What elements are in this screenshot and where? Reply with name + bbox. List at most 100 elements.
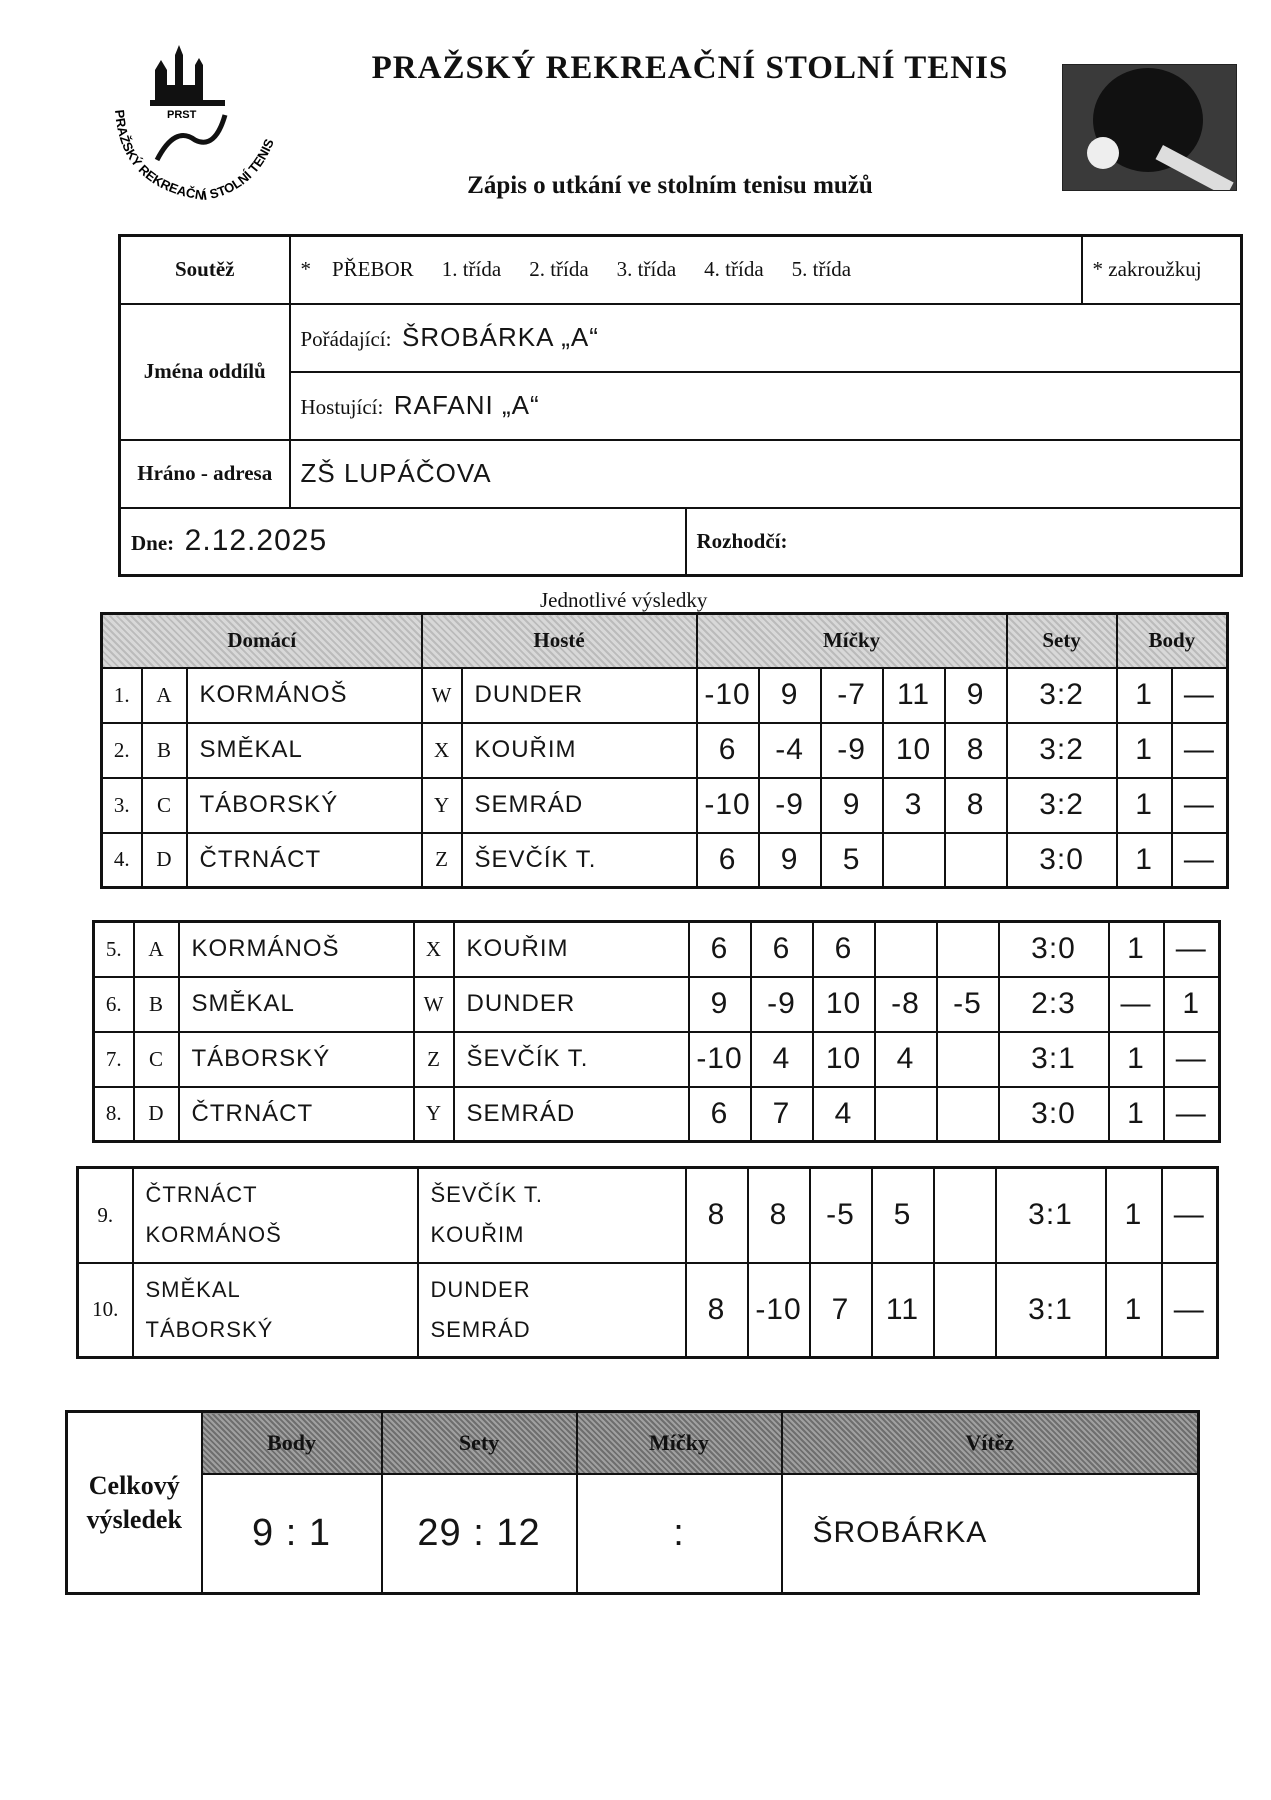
ball-score[interactable]: 10: [811, 975, 876, 1033]
ball-score[interactable]: 9: [819, 776, 884, 834]
total-points[interactable]: 9 : 1: [200, 1472, 383, 1595]
home-pair[interactable]: SMĚKAL TÁBORSKÝ: [131, 1261, 419, 1359]
guest-team-row[interactable]: Hostující: RAFANI „A“: [288, 370, 1243, 441]
guest-pair[interactable]: ŠEVČÍK T. KOUŘIM: [416, 1166, 687, 1264]
home-player[interactable]: ČTRNÁCT: [185, 831, 423, 889]
guest-point[interactable]: —: [1160, 1166, 1219, 1264]
ball-score[interactable]: 9: [687, 975, 752, 1033]
ball-score[interactable]: -4: [757, 721, 822, 779]
ball-score[interactable]: 4: [873, 1030, 938, 1088]
ball-score[interactable]: 7: [749, 1085, 814, 1143]
ball-score[interactable]: [873, 1085, 938, 1143]
home-player[interactable]: TÁBORSKÝ: [185, 776, 423, 834]
guest-player[interactable]: KOUŘIM: [460, 721, 698, 779]
guest-player[interactable]: ŠEVČÍK T.: [460, 831, 698, 889]
guest-point[interactable]: —: [1170, 721, 1229, 779]
ball-score[interactable]: -10: [695, 666, 760, 724]
guest-point[interactable]: —: [1170, 831, 1229, 889]
ball-score[interactable]: 10: [881, 721, 946, 779]
ball-score[interactable]: [932, 1166, 997, 1264]
home-player[interactable]: KORMÁNOŠ: [177, 920, 415, 978]
ball-score[interactable]: 10: [811, 1030, 876, 1088]
ball-score[interactable]: [935, 920, 1000, 978]
sets-score[interactable]: 3:0: [1005, 831, 1118, 889]
host-team-row[interactable]: Pořádající: ŠROBÁRKA „A“: [288, 302, 1243, 373]
ball-score[interactable]: 9: [757, 831, 822, 889]
ball-score[interactable]: 9: [757, 666, 822, 724]
ball-score[interactable]: 6: [695, 721, 760, 779]
sets-score[interactable]: 3:1: [994, 1166, 1107, 1264]
ball-score[interactable]: -9: [757, 776, 822, 834]
competition-option[interactable]: 1. třída: [441, 257, 502, 282]
ball-score[interactable]: [935, 1030, 1000, 1088]
date-field[interactable]: Dne: 2.12.2025: [118, 506, 687, 577]
ball-score[interactable]: 6: [749, 920, 814, 978]
guest-player[interactable]: DUNDER: [452, 975, 690, 1033]
ball-score[interactable]: -5: [935, 975, 1000, 1033]
guest-point[interactable]: —: [1162, 1030, 1221, 1088]
ball-score[interactable]: 6: [687, 920, 752, 978]
ball-score[interactable]: 8: [746, 1166, 811, 1264]
ball-score[interactable]: [881, 831, 946, 889]
guest-point[interactable]: —: [1160, 1261, 1219, 1359]
guest-point[interactable]: —: [1162, 920, 1221, 978]
ball-score[interactable]: 3: [881, 776, 946, 834]
guest-player[interactable]: ŠEVČÍK T.: [452, 1030, 690, 1088]
winner[interactable]: ŠROBÁRKA: [780, 1472, 1200, 1595]
guest-player[interactable]: KOUŘIM: [452, 920, 690, 978]
ball-score[interactable]: 6: [695, 831, 760, 889]
home-point[interactable]: 1: [1115, 831, 1173, 889]
ball-score[interactable]: [943, 831, 1008, 889]
ball-score[interactable]: 5: [870, 1166, 935, 1264]
ball-score[interactable]: [932, 1261, 997, 1359]
ball-score[interactable]: [935, 1085, 1000, 1143]
guest-player[interactable]: DUNDER: [460, 666, 698, 724]
home-point[interactable]: 1: [1107, 1085, 1165, 1143]
guest-pair[interactable]: DUNDER SEMRÁD: [416, 1261, 687, 1359]
home-point[interactable]: —: [1107, 975, 1165, 1033]
sets-score[interactable]: 3:2: [1005, 721, 1118, 779]
guest-point[interactable]: —: [1170, 666, 1229, 724]
ball-score[interactable]: -8: [873, 975, 938, 1033]
home-point[interactable]: 1: [1107, 920, 1165, 978]
guest-player[interactable]: SEMRÁD: [460, 776, 698, 834]
ball-score[interactable]: -7: [819, 666, 884, 724]
guest-point[interactable]: —: [1170, 776, 1229, 834]
home-point[interactable]: 1: [1104, 1261, 1163, 1359]
home-point[interactable]: 1: [1104, 1166, 1163, 1264]
ball-score[interactable]: 4: [811, 1085, 876, 1143]
home-point[interactable]: 1: [1115, 776, 1173, 834]
ball-score[interactable]: -10: [695, 776, 760, 834]
sets-score[interactable]: 3:2: [1005, 776, 1118, 834]
ball-score[interactable]: 6: [687, 1085, 752, 1143]
home-point[interactable]: 1: [1115, 721, 1173, 779]
ball-score[interactable]: 4: [749, 1030, 814, 1088]
ball-score[interactable]: -5: [808, 1166, 873, 1264]
ball-score[interactable]: [873, 920, 938, 978]
guest-point[interactable]: —: [1162, 1085, 1221, 1143]
competition-option[interactable]: 5. třída: [791, 257, 852, 282]
sets-score[interactable]: 3:0: [997, 920, 1110, 978]
guest-player[interactable]: SEMRÁD: [452, 1085, 690, 1143]
ball-score[interactable]: -10: [687, 1030, 752, 1088]
sets-score[interactable]: 3:0: [997, 1085, 1110, 1143]
home-player[interactable]: SMĚKAL: [185, 721, 423, 779]
total-sets[interactable]: 29 : 12: [380, 1472, 578, 1595]
competition-option[interactable]: 3. třída: [616, 257, 677, 282]
ball-score[interactable]: 5: [819, 831, 884, 889]
ball-score[interactable]: 6: [811, 920, 876, 978]
ball-score[interactable]: 8: [684, 1166, 749, 1264]
ball-score[interactable]: 8: [684, 1261, 749, 1359]
home-player[interactable]: ČTRNÁCT: [177, 1085, 415, 1143]
ball-score[interactable]: 8: [943, 721, 1008, 779]
home-point[interactable]: 1: [1107, 1030, 1165, 1088]
referee-field[interactable]: Rozhodčí:: [684, 506, 1243, 577]
competition-option[interactable]: 4. třída: [704, 257, 764, 282]
sets-score[interactable]: 3:2: [1005, 666, 1118, 724]
sets-score[interactable]: 3:1: [994, 1261, 1107, 1359]
competition-option[interactable]: PŘEBOR: [332, 257, 414, 282]
home-player[interactable]: KORMÁNOŠ: [185, 666, 423, 724]
ball-score[interactable]: 7: [808, 1261, 873, 1359]
total-balls[interactable]: :: [575, 1472, 783, 1595]
ball-score[interactable]: 11: [870, 1261, 935, 1359]
